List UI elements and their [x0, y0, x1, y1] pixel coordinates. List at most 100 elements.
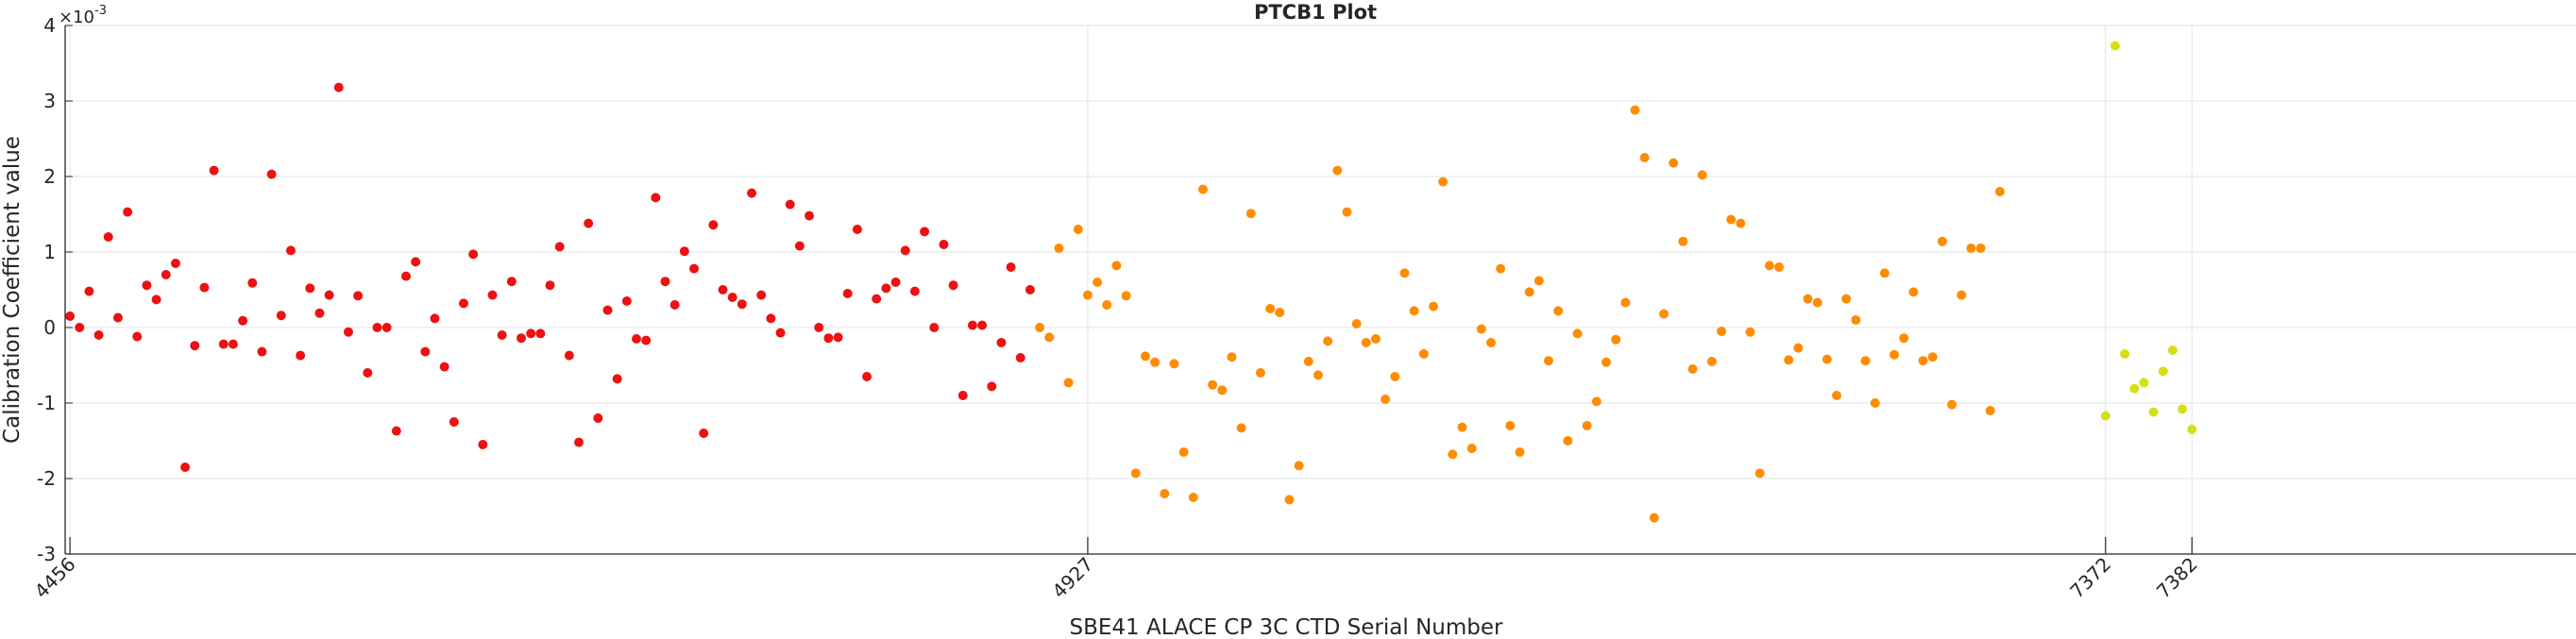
data-point	[660, 277, 670, 287]
data-point	[2167, 345, 2178, 355]
data-point	[1082, 290, 1093, 300]
data-point	[920, 227, 930, 237]
data-point	[1294, 461, 1304, 471]
data-point	[747, 188, 757, 198]
data-point	[516, 333, 526, 344]
data-point	[1466, 444, 1477, 453]
y-tick-label: 4	[43, 14, 56, 37]
data-point	[1534, 276, 1544, 286]
data-point	[1457, 422, 1467, 432]
data-point	[266, 169, 277, 179]
data-point	[584, 218, 594, 228]
data-point	[1025, 285, 1035, 294]
axes-background	[65, 25, 2576, 554]
data-point	[1639, 153, 1650, 162]
data-point	[391, 426, 401, 436]
data-point	[1313, 370, 1323, 380]
data-point	[1169, 359, 1179, 369]
data-point	[247, 277, 258, 288]
data-point	[1937, 236, 1947, 246]
data-point	[1630, 105, 1640, 115]
data-points	[65, 41, 2197, 523]
data-point	[1687, 364, 1698, 374]
data-point	[1448, 449, 1458, 460]
data-point	[756, 290, 767, 300]
data-point	[420, 346, 431, 357]
data-point	[1044, 332, 1055, 343]
data-point	[1275, 308, 1285, 317]
data-point	[1745, 327, 1755, 337]
data-point	[651, 193, 661, 203]
data-point	[343, 327, 353, 337]
y-tick-label: 0	[43, 316, 56, 339]
data-point	[439, 362, 449, 372]
data-point	[948, 280, 958, 291]
data-point	[1736, 218, 1746, 228]
data-point	[2129, 383, 2140, 394]
grid-layer	[65, 25, 2576, 555]
data-point	[545, 280, 555, 291]
data-point	[1860, 356, 1871, 366]
data-point	[1409, 306, 1419, 316]
data-point	[305, 283, 315, 294]
data-point	[641, 335, 652, 345]
data-point	[1178, 447, 1189, 457]
data-point	[2187, 425, 2197, 434]
data-point	[1515, 447, 1525, 457]
data-point	[1754, 468, 1765, 479]
data-point	[612, 374, 622, 384]
data-point	[103, 232, 113, 242]
data-point	[238, 315, 248, 326]
data-point	[699, 429, 709, 438]
data-point	[333, 82, 344, 92]
y-tick-label: 2	[43, 165, 56, 188]
data-point	[593, 413, 603, 423]
data-point	[430, 313, 440, 324]
data-point	[1591, 396, 1602, 407]
data-point	[1706, 357, 1717, 366]
data-point	[785, 199, 795, 210]
data-point	[497, 330, 507, 340]
y-exponent-label: ×10-3	[59, 4, 107, 27]
data-point	[1784, 355, 1794, 365]
data-point	[142, 280, 152, 291]
data-point	[1351, 319, 1362, 328]
data-point	[1678, 236, 1688, 246]
data-point	[1428, 301, 1438, 311]
data-point	[1572, 328, 1583, 339]
data-point	[1390, 372, 1400, 381]
data-point	[526, 328, 536, 339]
data-point	[1130, 468, 1141, 479]
data-point	[1236, 423, 1246, 433]
y-tick-label: 3	[43, 90, 56, 112]
data-point	[372, 323, 382, 332]
data-point	[1284, 495, 1295, 505]
data-point	[2178, 404, 2188, 414]
data-point	[1803, 294, 1813, 304]
data-point	[1111, 261, 1122, 271]
data-point	[209, 165, 219, 176]
data-point	[1496, 263, 1506, 274]
data-point	[2139, 378, 2149, 388]
data-point	[75, 323, 85, 332]
data-point	[708, 220, 719, 230]
data-point	[727, 293, 737, 302]
data-point	[1332, 165, 1343, 176]
data-point	[842, 289, 853, 298]
y-axis-label: Calibration Coefficient value	[0, 136, 25, 444]
data-point	[1197, 184, 1208, 194]
data-point	[862, 372, 873, 381]
data-point	[1255, 368, 1265, 378]
data-point	[2148, 407, 2159, 417]
data-point	[1361, 338, 1371, 347]
data-point	[411, 257, 421, 267]
y-exponent-base: ×10	[59, 8, 94, 27]
y-tick-label: -3	[37, 543, 56, 565]
data-point	[1015, 353, 1025, 362]
data-point	[1908, 287, 1919, 297]
data-point	[1620, 297, 1631, 308]
data-point	[1323, 336, 1333, 346]
data-point	[478, 440, 488, 449]
data-point	[170, 259, 180, 268]
